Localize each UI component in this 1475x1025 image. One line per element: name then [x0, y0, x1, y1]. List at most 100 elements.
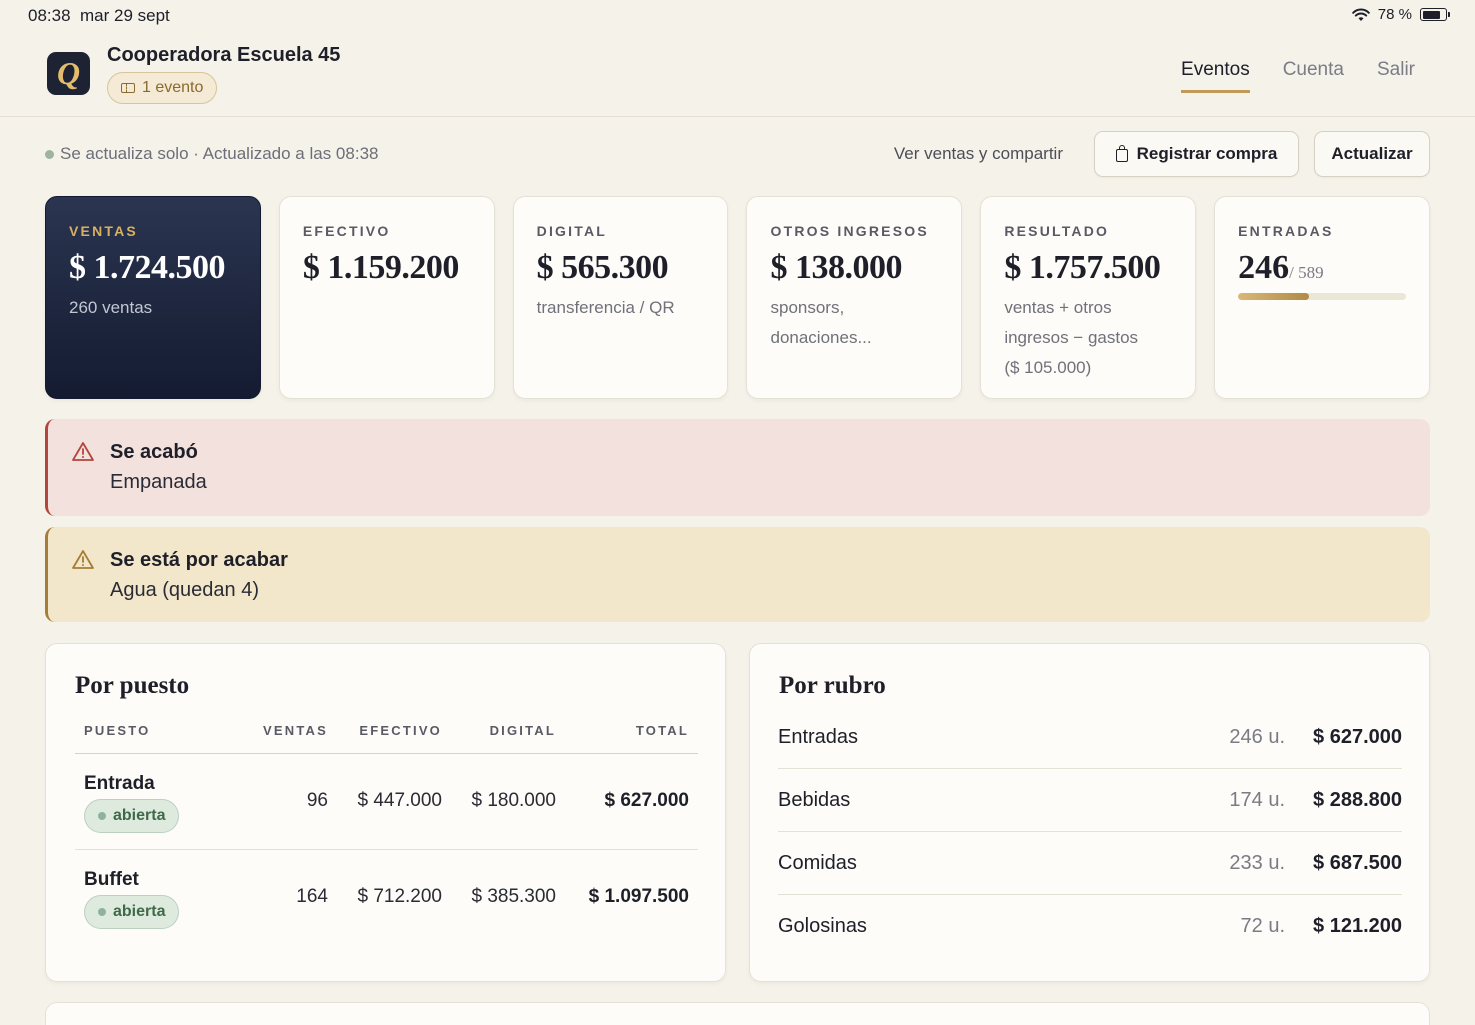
- entradas-progress-bar: [1238, 293, 1406, 300]
- card-subtext-line: ventas + otros: [1004, 298, 1112, 317]
- cell-ventas: 96: [306, 790, 328, 811]
- card-label: RESULTADO: [1004, 223, 1110, 239]
- alert-body: Empanada: [110, 471, 207, 493]
- list-item[interactable]: Bebidas 174 u. $ 288.800: [778, 769, 1402, 832]
- rubro-name: Golosinas: [778, 915, 867, 937]
- battery-level: [1422, 10, 1440, 19]
- panel-por-rubro: Por rubro Entradas 246 u. $ 627.000 Bebi…: [749, 643, 1430, 982]
- status-dot-icon: [98, 812, 106, 820]
- warning-triangle-icon: [72, 442, 94, 461]
- status-label: abierta: [113, 903, 166, 920]
- card-label: ENTRADAS: [1238, 223, 1334, 239]
- rubro-name: Entradas: [778, 726, 859, 748]
- entradas-sold: 246: [1238, 249, 1290, 286]
- list-item[interactable]: Comidas 233 u. $ 687.500: [778, 832, 1402, 895]
- logo-letter: Q: [56, 55, 81, 91]
- dashboard-toolbar: Se actualiza solo · Actualizado a las 08…: [45, 131, 1430, 177]
- rubro-units: 246 u.: [1229, 726, 1285, 748]
- panel-por-puesto: Por puesto PUESTO VENTAS EFECTIVO DIGITA…: [45, 643, 726, 982]
- table-row[interactable]: Entrada abierta 96 $ 447.000 $ 180.000 $…: [75, 754, 698, 850]
- nav-eventos[interactable]: Eventos: [1181, 59, 1250, 93]
- share-sales-link[interactable]: Ver ventas y compartir: [893, 144, 1063, 163]
- status-indicators: 78 %: [1351, 6, 1450, 23]
- alert-out-of-stock: Se acabó Empanada: [45, 419, 1430, 516]
- kpi-cards: VENTAS $ 1.724.500 260 ventas EFECTIVO $…: [45, 196, 1430, 399]
- card-entradas: ENTRADAS 246/ 589: [1214, 196, 1430, 399]
- clock-date: mar 29 sept: [80, 6, 170, 25]
- card-value: $ 565.300: [536, 249, 669, 286]
- ticket-icon: [121, 83, 135, 93]
- entradas-total: / 589: [1289, 263, 1324, 282]
- organization-title: Cooperadora Escuela 45: [107, 44, 341, 66]
- alert-title: Se está por acabar: [110, 549, 288, 571]
- rubro-total: $ 627.000: [1313, 726, 1402, 748]
- cell-total: $ 1.097.500: [588, 886, 689, 907]
- warning-triangle-icon: [72, 550, 94, 569]
- card-digital: DIGITAL $ 565.300 transferencia / QR: [512, 196, 729, 399]
- column-header-puesto: PUESTO: [84, 723, 151, 738]
- register-purchase-button[interactable]: Registrar compra: [1094, 131, 1299, 177]
- status-dot-icon: [98, 908, 106, 916]
- card-value: $ 1.724.500: [69, 249, 225, 286]
- live-status: Se actualiza solo · Actualizado a las 08…: [45, 144, 378, 164]
- rubro-total: $ 687.500: [1313, 852, 1402, 874]
- column-header-digital: DIGITAL: [489, 723, 556, 738]
- shopping-bag-icon: [1115, 145, 1128, 162]
- battery-icon: [1420, 8, 1450, 21]
- alert-title: Se acabó: [110, 441, 198, 463]
- cell-total: $ 627.000: [604, 790, 689, 811]
- card-label: EFECTIVO: [302, 223, 391, 239]
- cell-digital: $ 385.300: [471, 886, 556, 907]
- cell-digital: $ 180.000: [471, 790, 556, 811]
- alert-body: Agua (quedan 4): [110, 579, 260, 601]
- card-label: DIGITAL: [536, 223, 608, 239]
- nav-salir[interactable]: Salir: [1376, 59, 1415, 80]
- rubro-name: Comidas: [778, 852, 857, 874]
- register-purchase-label: Registrar compra: [1136, 144, 1278, 163]
- live-dot-icon: [45, 149, 54, 159]
- rubro-units: 72 u.: [1240, 915, 1285, 937]
- card-ventas: VENTAS $ 1.724.500 260 ventas: [45, 196, 261, 399]
- cell-efectivo: $ 447.000: [357, 790, 442, 811]
- card-value: $ 1.159.200: [302, 249, 459, 286]
- cell-efectivo: $ 712.200: [357, 886, 442, 907]
- table-header: PUESTO VENTAS EFECTIVO DIGITAL TOTAL: [75, 717, 698, 754]
- alert-low-stock: Se está por acabar Agua (quedan 4): [45, 527, 1430, 622]
- entradas-progress-fill: [1238, 293, 1309, 300]
- card-subtext-line: ingresos − gastos: [1004, 328, 1139, 347]
- panel-next: [45, 1002, 1430, 1025]
- panel-title: Por rubro: [779, 672, 886, 699]
- nav-cuenta[interactable]: Cuenta: [1282, 59, 1344, 80]
- main-nav: Eventos Cuenta Salir: [1181, 59, 1415, 93]
- card-subtext-line: donaciones...: [770, 328, 872, 347]
- battery-percent: 78 %: [1377, 6, 1412, 23]
- card-subtext: ventas + otros ingresos − gastos ($ 105.…: [1004, 293, 1172, 383]
- rubro-name: Bebidas: [778, 789, 851, 811]
- card-otros-ingresos: OTROS INGRESOS $ 138.000 sponsors, donac…: [746, 196, 963, 399]
- column-header-total: TOTAL: [635, 723, 689, 738]
- puesto-name: Entrada: [84, 773, 155, 794]
- event-count-chip[interactable]: 1 evento: [107, 72, 218, 104]
- card-subtext: 260 ventas: [69, 298, 153, 317]
- card-subtext-line: ($ 105.000): [1004, 358, 1092, 377]
- status-badge: abierta: [84, 895, 180, 929]
- card-label: OTROS INGRESOS: [770, 223, 929, 239]
- card-resultado: RESULTADO $ 1.757.500 ventas + otros ing…: [980, 196, 1197, 399]
- rubro-list: Entradas 246 u. $ 627.000 Bebidas 174 u.…: [778, 706, 1402, 958]
- status-label: abierta: [113, 807, 166, 824]
- cell-ventas: 164: [296, 886, 328, 907]
- live-status-text: Se actualiza solo · Actualizado a las 08…: [60, 144, 379, 163]
- list-item[interactable]: Golosinas 72 u. $ 121.200: [778, 895, 1402, 958]
- card-subtext: transferencia / QR: [536, 298, 675, 317]
- status-bar: 08:38 mar 29 sept 78 %: [0, 0, 1475, 30]
- panel-title: Por puesto: [75, 672, 190, 699]
- card-subtext-line: sponsors,: [770, 298, 845, 317]
- app-logo[interactable]: Q: [47, 52, 90, 95]
- rubro-total: $ 288.800: [1313, 789, 1402, 811]
- table-row[interactable]: Buffet abierta 164 $ 712.200 $ 385.300 $…: [75, 850, 698, 946]
- card-value: $ 1.757.500: [1004, 249, 1161, 286]
- update-button[interactable]: Actualizar: [1314, 131, 1430, 177]
- card-label: VENTAS: [69, 223, 138, 239]
- rubro-units: 233 u.: [1229, 852, 1285, 874]
- list-item[interactable]: Entradas 246 u. $ 627.000: [778, 706, 1402, 769]
